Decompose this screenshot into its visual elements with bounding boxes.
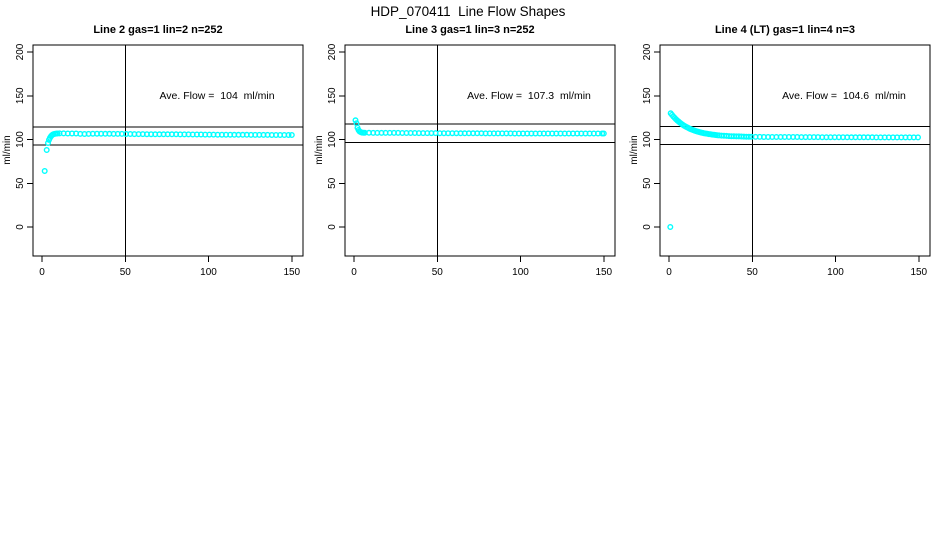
data-point bbox=[352, 117, 359, 124]
plot-box bbox=[344, 44, 616, 257]
plot-box bbox=[32, 44, 304, 257]
y-tick-label: 50 bbox=[15, 177, 26, 189]
x-tick-label: 150 bbox=[283, 267, 300, 278]
y-tick-label: 50 bbox=[327, 177, 338, 189]
x-tick-label: 0 bbox=[351, 267, 357, 278]
plot-area: ml/min 0 50 100 150 0 50 100 150 200 bbox=[314, 43, 616, 278]
data-point bbox=[915, 134, 922, 141]
data-point bbox=[41, 167, 48, 174]
x-tick-label: 50 bbox=[432, 267, 444, 278]
data-point bbox=[45, 139, 52, 146]
y-tick-label: 0 bbox=[15, 224, 26, 230]
x-tick-label: 100 bbox=[200, 267, 217, 278]
data-point bbox=[285, 131, 292, 138]
y-tick-label: 0 bbox=[642, 224, 653, 230]
x-tick-label: 150 bbox=[595, 267, 612, 278]
x-tick-label: 100 bbox=[827, 267, 844, 278]
x-tick-label: 100 bbox=[512, 267, 529, 278]
data-point bbox=[54, 130, 61, 137]
subplot-title: Line 2 gas=1 lin=2 n=252 bbox=[93, 24, 223, 36]
y-tick-label: 150 bbox=[15, 87, 26, 104]
x-tick-label: 50 bbox=[747, 267, 759, 278]
y-tick-label: 200 bbox=[15, 43, 26, 60]
y-axis-title: ml/min bbox=[314, 135, 325, 164]
y-tick-label: 200 bbox=[642, 43, 653, 60]
data-point bbox=[288, 131, 295, 138]
y-tick-label: 100 bbox=[15, 131, 26, 148]
subplot-line4: Line 4 (LT) gas=1 lin=4 n=3 ml/min 0 50 10… bbox=[627, 20, 936, 285]
data-point bbox=[43, 146, 50, 153]
plot-box bbox=[659, 44, 931, 257]
x-tick-label: 150 bbox=[910, 267, 927, 278]
y-tick-label: 50 bbox=[642, 177, 653, 189]
subplot-line3: Line 3 gas=1 lin=3 n=252 ml/min 0 50 100 15… bbox=[312, 20, 623, 285]
data-point bbox=[600, 130, 607, 137]
main-title: HDP_070411 Line Flow Shapes bbox=[370, 4, 566, 19]
subplot-title: Line 4 (LT) gas=1 lin=4 n=3 bbox=[714, 24, 856, 36]
y-tick-label: 200 bbox=[327, 43, 338, 60]
data-point bbox=[745, 133, 752, 140]
y-axis-title: ml/min bbox=[629, 135, 640, 164]
y-tick-label: 0 bbox=[327, 224, 338, 230]
subplot-line2: Line 2 gas=1 lin=2 n=252 ml/min 0 50 100 15… bbox=[0, 20, 311, 285]
ave-flow-annotation: Ave. Flow = 107.3 ml/min bbox=[467, 90, 591, 102]
subplot-title: Line 3 gas=1 lin=3 n=252 bbox=[405, 24, 535, 36]
plot-area: ml/min 0 50 100 150 0 50 100 150 200 bbox=[2, 43, 304, 278]
ave-flow-annotation: Ave. Flow = 104 ml/min bbox=[159, 90, 275, 102]
x-tick-label: 50 bbox=[120, 267, 132, 278]
y-tick-label: 150 bbox=[327, 87, 338, 104]
ave-flow-annotation: Ave. Flow = 104.6 ml/min bbox=[782, 90, 906, 102]
plot-area: ml/min 0 50 100 150 0 50 100 150 200 bbox=[629, 43, 931, 278]
data-point bbox=[667, 223, 674, 230]
y-tick-label: 100 bbox=[642, 131, 653, 148]
y-axis-title: ml/min bbox=[2, 135, 13, 164]
x-tick-label: 0 bbox=[39, 267, 45, 278]
y-tick-label: 150 bbox=[642, 87, 653, 104]
x-tick-label: 0 bbox=[666, 267, 672, 278]
y-tick-label: 100 bbox=[327, 131, 338, 148]
